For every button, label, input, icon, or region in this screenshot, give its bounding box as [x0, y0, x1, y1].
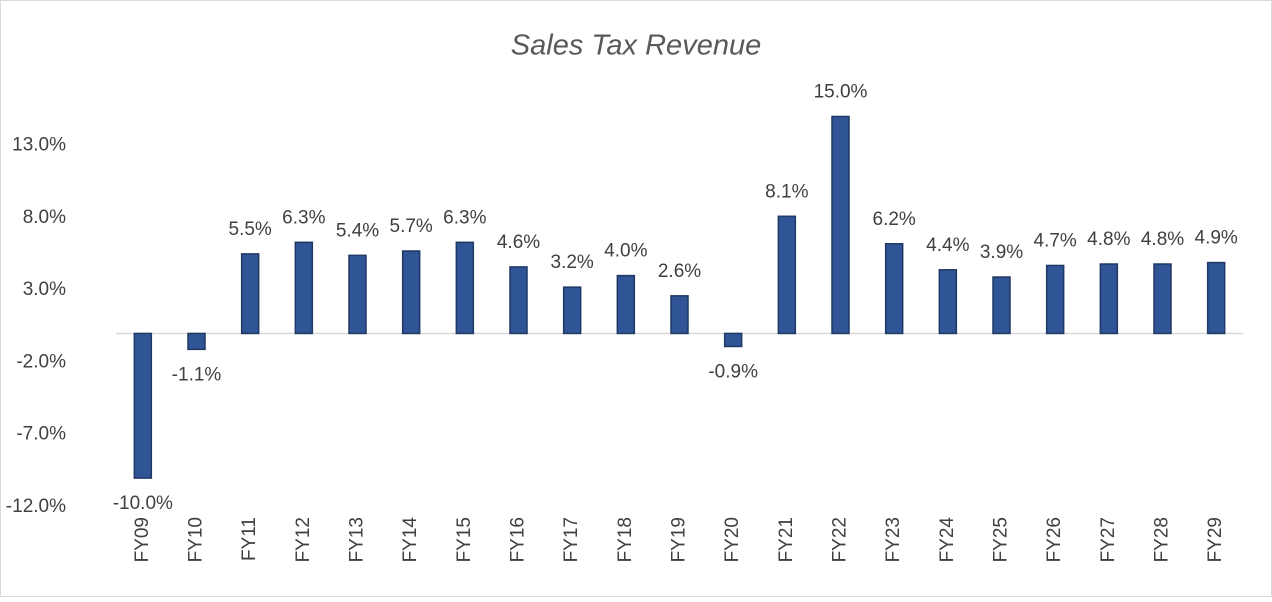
data-label: 3.2%	[551, 252, 594, 273]
data-label: 15.0%	[814, 82, 868, 103]
data-label: 3.9%	[980, 242, 1023, 263]
bar	[616, 274, 636, 335]
bar	[294, 241, 314, 335]
x-tick-label: FY21	[776, 517, 797, 562]
bar	[670, 295, 689, 335]
bar	[1206, 261, 1226, 335]
x-tick-label: FY17	[561, 517, 582, 562]
bar	[562, 286, 582, 335]
x-tick-label: FY09	[132, 517, 153, 562]
bar	[831, 115, 850, 335]
data-label: 5.4%	[336, 220, 379, 241]
y-tick-label: 13.0%	[12, 134, 66, 155]
bar	[884, 243, 904, 335]
bar	[1153, 263, 1172, 335]
data-label: -0.9%	[708, 361, 758, 382]
data-label: 5.5%	[229, 219, 272, 240]
x-tick-label: FY28	[1152, 517, 1173, 562]
y-tick-label: -7.0%	[16, 424, 66, 445]
bar	[401, 250, 421, 335]
bar	[509, 266, 528, 335]
x-tick-label: FY20	[722, 517, 743, 562]
x-tick-label: FY26	[1044, 517, 1065, 562]
bar	[992, 276, 1011, 335]
x-tick-label: FY22	[830, 517, 851, 562]
x-tick-label: FY29	[1205, 517, 1226, 562]
x-tick-label: FY23	[883, 517, 904, 562]
data-label: 4.7%	[1034, 230, 1077, 251]
data-label: 4.8%	[1087, 229, 1130, 250]
x-tick-label: FY15	[454, 517, 475, 562]
x-tick-label: FY18	[615, 517, 636, 562]
bar	[133, 332, 153, 479]
bar	[723, 332, 743, 348]
data-label: 4.0%	[604, 241, 647, 262]
x-tick-label: FY27	[1098, 517, 1119, 562]
data-label: 5.7%	[390, 216, 433, 237]
data-label: 6.2%	[873, 209, 916, 230]
x-tick-label: FY16	[508, 517, 529, 562]
bar	[187, 332, 206, 351]
bar	[1045, 264, 1065, 335]
y-tick-label: 8.0%	[23, 207, 66, 228]
y-tick-label: -12.0%	[6, 496, 66, 517]
y-tick-label: 3.0%	[23, 279, 66, 300]
data-label: 8.1%	[765, 181, 808, 202]
data-label: 2.6%	[658, 261, 701, 282]
bar	[455, 241, 475, 335]
x-tick-label: FY19	[669, 517, 690, 562]
chart-title: Sales Tax Revenue	[511, 30, 761, 62]
x-tick-label: FY11	[239, 517, 260, 561]
x-tick-label: FY13	[347, 517, 368, 562]
bar	[1099, 263, 1119, 335]
bar	[777, 215, 797, 335]
bar	[240, 253, 260, 335]
y-tick-label: -2.0%	[16, 351, 66, 372]
data-label: 4.9%	[1195, 228, 1238, 249]
x-tick-label: FY25	[991, 517, 1012, 562]
x-tick-label: FY24	[937, 517, 958, 563]
data-label: 4.4%	[926, 235, 969, 256]
data-label: -1.1%	[172, 364, 222, 385]
bar	[348, 254, 367, 335]
data-label: 4.8%	[1141, 229, 1184, 250]
data-label: 6.3%	[282, 207, 325, 228]
bar	[938, 269, 958, 335]
data-label: 4.6%	[497, 232, 540, 253]
x-tick-label: FY14	[400, 517, 421, 563]
x-tick-label: FY12	[293, 517, 314, 562]
data-label: -10.0%	[113, 493, 173, 514]
x-tick-label: FY10	[186, 517, 207, 562]
data-label: 6.3%	[443, 207, 486, 228]
